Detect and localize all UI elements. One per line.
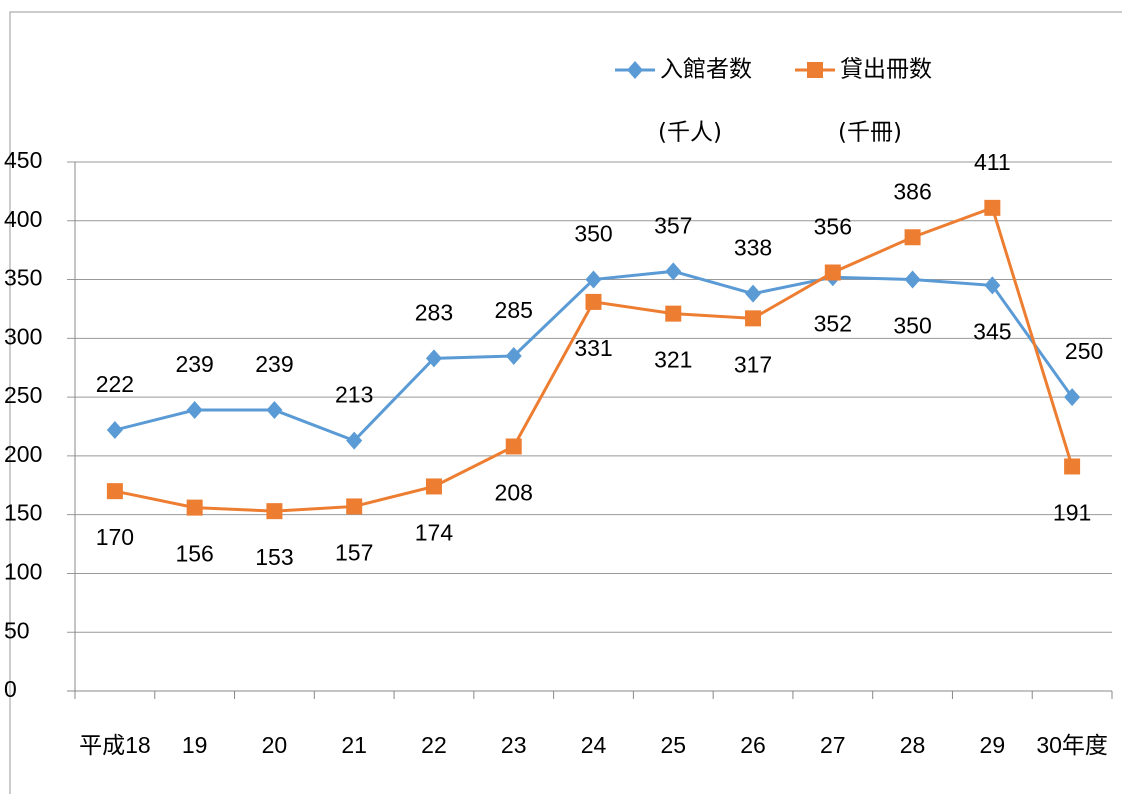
y-tick-label: 0 xyxy=(4,676,17,702)
data-point xyxy=(745,310,762,327)
data-point xyxy=(346,498,363,515)
y-tick-label: 250 xyxy=(4,382,42,408)
x-tick-label: 21 xyxy=(341,732,367,758)
data-label: 170 xyxy=(96,524,134,550)
data-label: 239 xyxy=(175,351,213,377)
data-point xyxy=(266,503,283,520)
data-label: 386 xyxy=(893,178,931,204)
data-label: 285 xyxy=(495,297,533,323)
data-point xyxy=(984,199,1001,216)
y-tick-label: 400 xyxy=(4,206,42,232)
y-tick-label: 350 xyxy=(4,265,42,291)
data-label: 153 xyxy=(255,544,293,570)
data-label: 345 xyxy=(973,319,1011,345)
data-label: 191 xyxy=(1053,500,1091,526)
data-point xyxy=(505,346,522,365)
x-tick-label: 29 xyxy=(980,732,1006,758)
data-label: 283 xyxy=(415,299,453,325)
data-point xyxy=(665,305,682,322)
data-point xyxy=(745,284,762,303)
data-point xyxy=(266,401,283,420)
x-tick-label: 25 xyxy=(660,732,686,758)
x-tick-label: 27 xyxy=(820,732,846,758)
x-tick-label: 28 xyxy=(900,732,926,758)
data-point xyxy=(585,270,602,289)
unit-annotation: (千人) xyxy=(658,120,722,146)
data-label: 350 xyxy=(574,221,612,247)
data-point xyxy=(505,438,522,455)
data-label: 157 xyxy=(335,540,373,566)
unit-annotation: (千冊) xyxy=(838,120,902,146)
data-label: 350 xyxy=(893,313,931,339)
data-label: 250 xyxy=(1065,338,1103,364)
data-point xyxy=(585,293,602,310)
data-label: 352 xyxy=(814,310,852,336)
data-label: 338 xyxy=(734,235,772,261)
legend-label: 貸出冊数 xyxy=(840,57,932,83)
data-label: 174 xyxy=(415,520,454,546)
data-label: 208 xyxy=(495,480,533,506)
y-tick-label: 50 xyxy=(4,617,30,643)
data-point xyxy=(186,401,203,420)
legend-label: 入館者数 xyxy=(660,57,752,83)
data-label: 321 xyxy=(654,347,692,373)
data-point xyxy=(106,483,123,500)
y-tick-label: 450 xyxy=(4,147,42,173)
legend-marker xyxy=(807,62,823,78)
x-tick-label: 26 xyxy=(740,732,766,758)
y-tick-label: 150 xyxy=(4,500,42,526)
data-point xyxy=(904,229,921,246)
data-label: 239 xyxy=(255,351,293,377)
x-tick-label: 22 xyxy=(421,732,447,758)
x-tick-label: 30年度 xyxy=(1036,732,1108,758)
x-tick-label: 24 xyxy=(581,732,607,758)
data-point xyxy=(1064,388,1081,407)
x-tick-label: 23 xyxy=(501,732,527,758)
data-point xyxy=(106,421,123,440)
data-point xyxy=(904,270,921,289)
x-tick-label: 平成18 xyxy=(79,732,151,758)
data-point xyxy=(425,349,442,368)
data-point xyxy=(665,262,682,281)
data-point xyxy=(1064,458,1081,475)
data-point xyxy=(824,264,841,281)
data-label: 331 xyxy=(574,335,612,361)
chart-frame xyxy=(9,11,1122,794)
data-label: 213 xyxy=(335,382,373,408)
data-point xyxy=(425,478,442,495)
y-tick-label: 300 xyxy=(4,323,42,349)
data-label: 356 xyxy=(814,214,852,240)
data-label: 357 xyxy=(654,212,692,238)
x-tick-label: 19 xyxy=(182,732,208,758)
y-tick-label: 200 xyxy=(4,441,42,467)
data-label: 317 xyxy=(734,351,772,377)
data-point xyxy=(984,276,1001,295)
data-label: 411 xyxy=(974,149,1011,175)
data-point xyxy=(346,431,363,450)
x-tick-label: 20 xyxy=(262,732,288,758)
y-tick-label: 100 xyxy=(4,559,42,585)
data-point xyxy=(186,499,203,516)
data-label: 222 xyxy=(96,371,134,397)
data-label: 156 xyxy=(175,541,213,567)
legend-marker xyxy=(627,61,643,79)
